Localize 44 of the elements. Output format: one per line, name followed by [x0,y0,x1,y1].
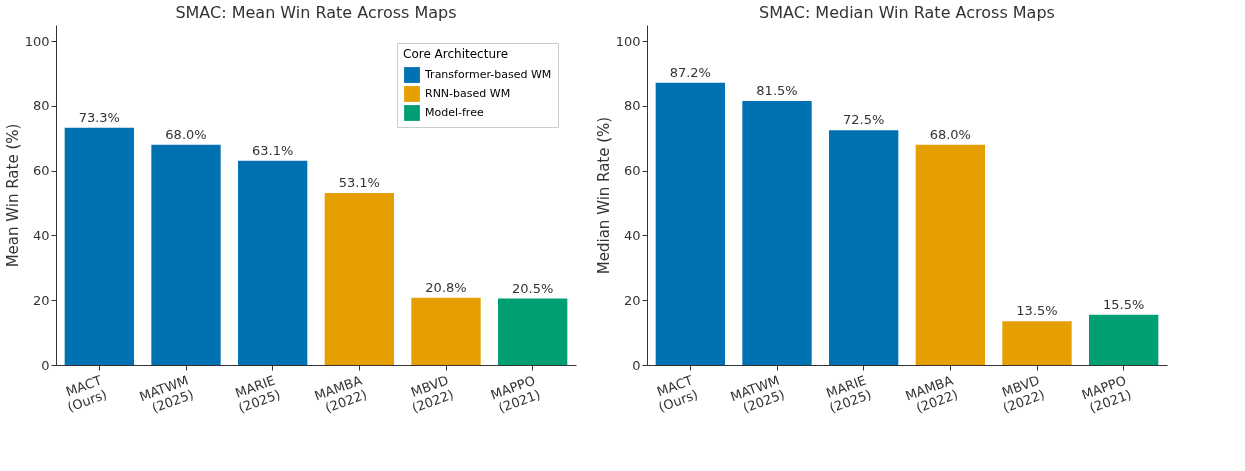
y-tick-label: 80 [32,98,50,114]
y-tick-label: 20 [32,292,50,308]
y-tick-label: 40 [623,227,641,243]
bar [655,82,725,365]
data-label: 73.3% [78,109,120,125]
data-label: 63.1% [252,142,294,158]
y-tick-label: 100 [615,33,641,49]
y-tick-label: 40 [32,227,50,243]
y-tick-label: 80 [623,98,641,114]
bar [1002,321,1072,365]
data-label: 20.5% [512,280,554,296]
y-axis-title: Mean Win Rate (%) [3,123,22,268]
legend-label: Model-free [425,106,484,119]
bar [1089,314,1159,365]
y-tick-label: 60 [623,163,641,179]
legend-label: Transformer-based WM [424,68,552,81]
y-axis-title: Median Win Rate (%) [594,116,613,275]
data-label: 87.2% [669,64,711,80]
chart-title: SMAC: Mean Win Rate Across Maps [175,3,457,22]
y-tick-label: 0 [41,357,50,373]
bar [915,144,985,365]
bar [151,144,221,365]
y-tick-label: 100 [24,33,50,49]
data-label: 13.5% [1016,303,1058,319]
bar [498,298,568,365]
data-label: 20.8% [425,279,467,295]
data-label: 53.1% [338,175,380,191]
y-tick-label: 0 [632,357,641,373]
legend-title: Core Architecture [403,47,509,61]
bar [64,127,134,365]
data-label: 68.0% [165,126,207,142]
data-label: 68.0% [929,126,971,142]
y-tick-label: 60 [32,163,50,179]
bar [829,130,899,365]
data-label: 72.5% [843,112,885,128]
bar [324,193,394,365]
data-label: 81.5% [756,83,798,99]
legend-label: RNN-based WM [425,87,511,100]
bar [238,160,308,365]
bar [742,101,812,365]
data-label: 15.5% [1103,296,1145,312]
y-tick-label: 20 [623,292,641,308]
chart-title: SMAC: Median Win Rate Across Maps [759,3,1055,22]
bar [411,297,481,365]
